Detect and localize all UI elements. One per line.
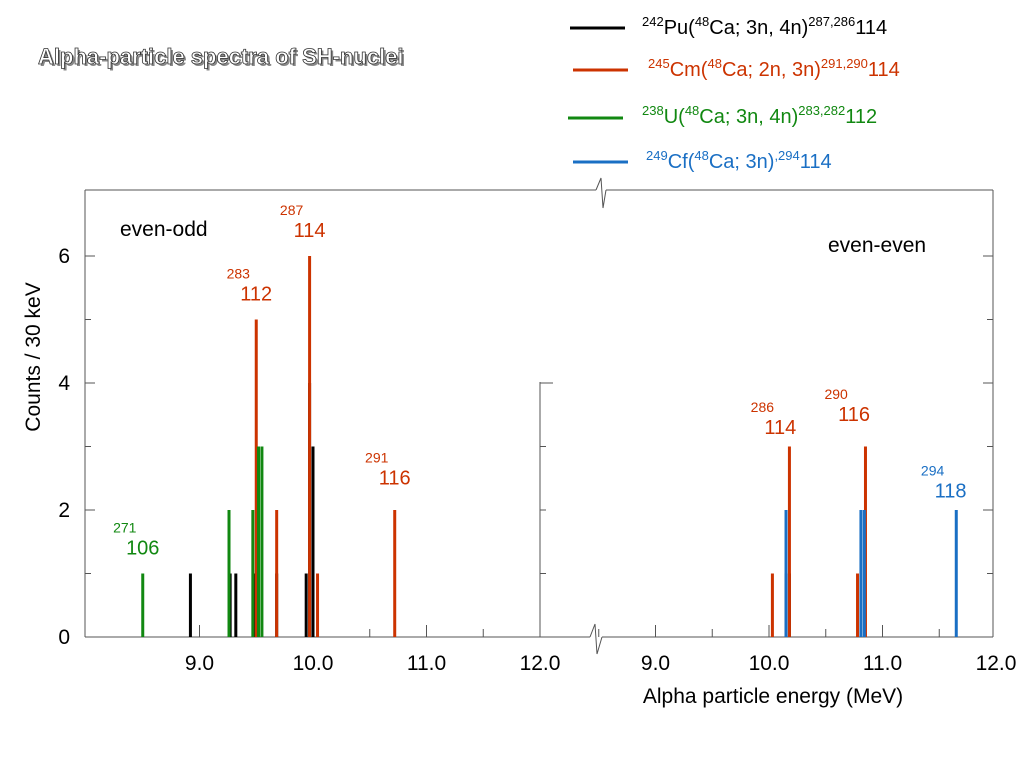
y-axis: Counts / 30 keV 0 2 4 6 <box>22 245 70 649</box>
panel-label-even-even: even-even <box>828 234 926 257</box>
x-tick-label-even-even-10.0: 10.0 <box>749 652 790 675</box>
alpha-spectra-chart: Alpha-particle spectra of SH-nuclei Alph… <box>0 0 1024 768</box>
y-tick-label-2: 2 <box>58 499 70 522</box>
axis-ticks: 9.0 10.0 11.0 12.0 9.0 10.0 11.0 12.0 <box>85 256 1016 675</box>
panel-label-even-odd: even-odd <box>120 218 208 241</box>
annotation-element-even-odd-1: 112 <box>240 283 272 305</box>
legend-entry-cf: 249Cf(48Ca; 3n),294114 <box>646 148 832 173</box>
frame-top-break <box>596 178 606 208</box>
annotation-element-even-odd-3: 116 <box>379 468 411 490</box>
legend-entry-pu: 242Pu(48Ca; 3n, 4n)287,286114 <box>642 14 887 39</box>
legend-entry-cm: 245Cm(48Ca; 2n, 3n)291,290114 <box>648 56 900 81</box>
x-tick-label-even-even-11.0: 11.0 <box>863 652 902 675</box>
y-tick-label-0: 0 <box>58 626 70 649</box>
annotation-element-even-odd-0: 106 <box>126 537 159 559</box>
x-tick-label-even-even-12.0: 12.0 <box>976 652 1017 675</box>
bars <box>143 256 957 637</box>
annotation-mass-even-even-2: 294 <box>921 462 945 478</box>
annotation-mass-even-even-0: 286 <box>751 399 775 415</box>
x-tick-label-even-odd-11.0: 11.0 <box>407 652 446 675</box>
chart-title: Alpha-particle spectra of SH-nuclei <box>38 44 404 69</box>
annotation-mass-even-odd-2: 287 <box>280 202 304 218</box>
y-axis-label: Counts / 30 keV <box>22 282 45 431</box>
legend: 242Pu(48Ca; 3n, 4n)287,286114 245Cm(48Ca… <box>568 14 900 173</box>
y-tick-label-6: 6 <box>58 245 70 268</box>
x-tick-label-even-odd-12.0: 12.0 <box>520 652 561 675</box>
annotation-mass-even-odd-3: 291 <box>365 450 389 466</box>
annotation-element-even-even-2: 118 <box>935 480 967 502</box>
annotation-element-even-even-0: 114 <box>764 417 796 439</box>
legend-entry-u: 238U(48Ca; 3n, 4n)283,282112 <box>642 103 877 128</box>
annotation-element-even-even-1: 116 <box>838 404 870 426</box>
x-axis-label: Alpha particle energy (MeV) <box>643 685 903 708</box>
x-tick-label-even-even-9.0: 9.0 <box>641 652 670 675</box>
y-tick-label-4: 4 <box>58 372 70 395</box>
annotation-mass-even-even-1: 290 <box>824 386 848 402</box>
annotation-mass-even-odd-1: 283 <box>227 265 251 281</box>
x-tick-label-even-odd-10.0: 10.0 <box>293 652 334 675</box>
x-tick-label-even-odd-9.0: 9.0 <box>185 652 214 675</box>
annotation-element-even-odd-2: 114 <box>294 220 326 242</box>
frame-bottom-break <box>590 624 602 654</box>
annotation-mass-even-odd-0: 271 <box>113 519 137 535</box>
